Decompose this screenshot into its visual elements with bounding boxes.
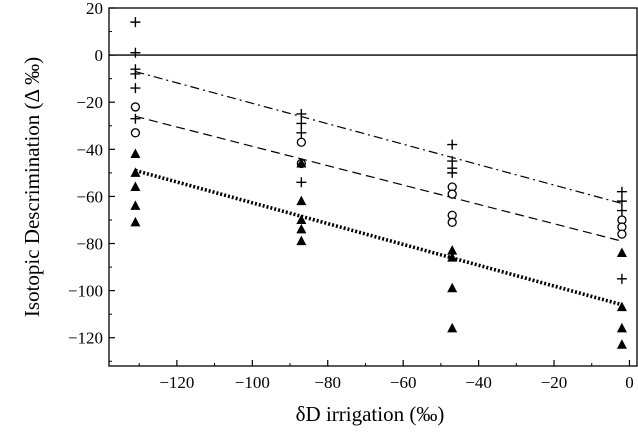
circle-marker (130, 102, 141, 112)
x-tick-label: −20 (541, 373, 568, 392)
x-axis: −120 −100 −80 −60 −40 −20 0 (138, 360, 634, 392)
y-tick-label: −20 (76, 93, 103, 112)
triangle-marker (447, 282, 458, 293)
x-tick-label: −120 (159, 373, 194, 392)
plus-marker (296, 108, 307, 119)
y-axis: 20 0 −20 −40 −60 −80 −100 −120 (68, 0, 115, 362)
y-tick-label: −40 (76, 140, 103, 159)
triangle-marker (130, 181, 141, 191)
x-axis-title: δD irrigation (‰) (296, 402, 445, 426)
y-tick-label: −120 (68, 329, 103, 348)
plus-marker (296, 127, 307, 138)
triangle-marker (447, 322, 458, 333)
x-tick-label: 0 (625, 373, 634, 392)
line-dashed (135, 115, 623, 242)
plus-marker (296, 118, 307, 129)
circle-marker (617, 229, 627, 239)
plus-marker (130, 17, 141, 28)
x-tick-label: −40 (465, 373, 492, 392)
circle-marker (296, 137, 306, 147)
y-tick-label: −100 (68, 282, 103, 301)
plus-marker (616, 186, 627, 197)
triangle-marker (616, 247, 627, 257)
triangle-marker (616, 301, 627, 312)
plus-marker (616, 196, 627, 207)
circle-marker (447, 189, 457, 199)
line-dashdot (135, 71, 623, 205)
triangle-marker (447, 252, 458, 262)
plot-frame (108, 7, 638, 367)
x-tick-label: −80 (314, 373, 341, 392)
y-axis-title: Isotopic Descrimination (Δ ‰) (20, 57, 44, 317)
plus-marker (130, 83, 141, 94)
y-tick-label: −80 (76, 235, 103, 254)
y-tick-label: −60 (76, 187, 103, 206)
triangle-marker (130, 148, 141, 159)
plus-marker (130, 68, 141, 79)
plus-marker (130, 113, 141, 124)
plus-marker (296, 177, 307, 188)
plus-marker (616, 205, 627, 216)
triangle-marker (447, 245, 458, 255)
line-dotted (134, 168, 623, 307)
plus-marker (447, 167, 458, 178)
triangle-marker (296, 195, 307, 206)
data-markers (130, 17, 627, 349)
triangle-marker (296, 214, 307, 224)
triangle-marker (616, 322, 627, 333)
x-tick-label: −60 (390, 373, 417, 392)
circle-marker (130, 128, 141, 138)
triangle-marker (296, 157, 307, 168)
y-tick-label: 0 (95, 46, 104, 65)
triangle-marker (296, 223, 307, 234)
circle-marker (447, 217, 457, 227)
triangle-marker (616, 339, 627, 349)
plus-marker (616, 273, 627, 284)
fit-lines (109, 54, 637, 307)
triangle-marker (296, 235, 307, 246)
triangle-marker (130, 167, 141, 177)
plus-marker (447, 139, 458, 150)
triangle-marker (130, 216, 141, 227)
y-tick-label: 20 (86, 0, 103, 18)
plus-marker (130, 47, 141, 58)
x-tick-label: −100 (235, 373, 270, 392)
triangle-marker (130, 200, 141, 210)
